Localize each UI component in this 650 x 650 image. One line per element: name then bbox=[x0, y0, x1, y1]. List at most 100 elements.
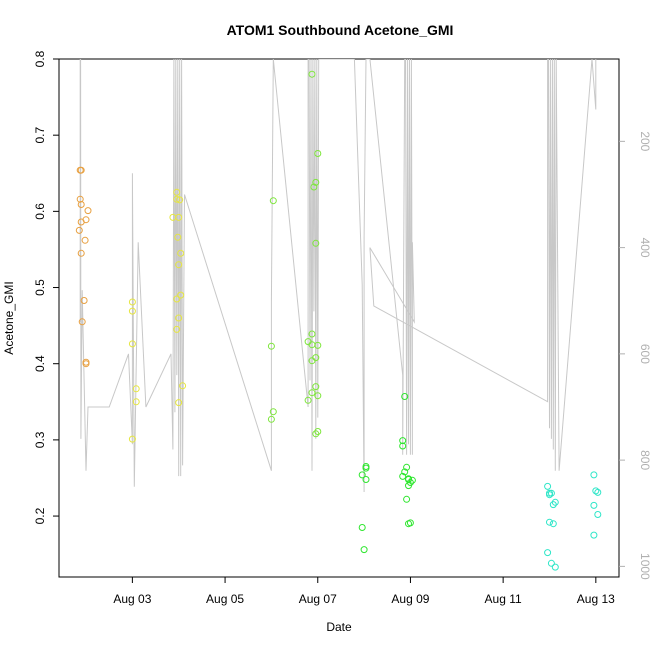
data-point-series-1 bbox=[75, 226, 83, 234]
data-point-series-5 bbox=[592, 487, 600, 495]
data-point-series-1 bbox=[76, 195, 84, 203]
data-point-series-3 bbox=[312, 383, 320, 391]
data-point-series-2 bbox=[173, 295, 181, 303]
data-point-series-3 bbox=[269, 197, 277, 205]
x-tick-label: Aug 03 bbox=[113, 592, 151, 606]
data-point-series-3 bbox=[267, 415, 275, 423]
data-point-series-1 bbox=[82, 360, 90, 368]
x-tick-label: Aug 09 bbox=[391, 592, 429, 606]
data-point-series-4 bbox=[405, 482, 412, 490]
data-point-series-5 bbox=[594, 488, 602, 496]
data-point-series-5 bbox=[546, 491, 553, 499]
data-point-series-5 bbox=[544, 482, 552, 490]
data-point-series-2 bbox=[173, 188, 181, 196]
points-layer bbox=[75, 70, 602, 571]
data-point-series-4 bbox=[358, 524, 366, 531]
axes-layer: 0.2 0.3 0.4 0.5 0.6 0.7 0.8 Aug 03 Aug 05 Aug 07 A… bbox=[33, 50, 650, 606]
data-point-series-2 bbox=[173, 195, 181, 203]
data-point-series-4 bbox=[401, 393, 409, 400]
y-tick-label: 0.5 bbox=[33, 279, 47, 296]
data-point-series-4 bbox=[405, 520, 412, 528]
data-point-series-2 bbox=[128, 307, 136, 315]
data-point-series-2 bbox=[179, 382, 187, 390]
data-point-series-2 bbox=[128, 298, 136, 306]
right-tick-label: 600 bbox=[638, 344, 650, 364]
data-point-series-4 bbox=[360, 546, 368, 554]
data-point-series-2 bbox=[128, 340, 136, 348]
data-point-series-1 bbox=[81, 236, 89, 244]
data-point-series-1 bbox=[77, 218, 85, 226]
data-point-series-3 bbox=[314, 428, 322, 435]
data-point-series-4 bbox=[362, 476, 370, 483]
altitude-layer bbox=[79, 59, 597, 493]
y-tick-label: 0.6 bbox=[33, 203, 47, 220]
data-point-series-2 bbox=[132, 398, 140, 406]
data-point-series-2 bbox=[128, 435, 136, 443]
data-point-series-3 bbox=[314, 150, 322, 157]
data-point-series-3 bbox=[269, 408, 277, 416]
data-point-series-3 bbox=[312, 178, 320, 186]
x-tick-label: Aug 05 bbox=[206, 592, 244, 606]
data-point-series-2 bbox=[175, 314, 183, 322]
data-point-series-1 bbox=[84, 207, 92, 215]
data-point-series-5 bbox=[544, 549, 552, 557]
data-point-series-4 bbox=[399, 472, 407, 480]
data-point-series-3 bbox=[312, 239, 320, 247]
data-point-series-3 bbox=[267, 342, 275, 350]
plot-frame bbox=[58, 58, 620, 578]
data-point-series-3 bbox=[308, 330, 316, 338]
y-tick-label: 0.4 bbox=[33, 355, 47, 372]
data-point-series-3 bbox=[314, 392, 322, 400]
data-point-series-1 bbox=[77, 249, 85, 257]
x-tick-label: Aug 11 bbox=[485, 592, 522, 606]
y-tick-label: 0.3 bbox=[33, 431, 47, 448]
data-point-series-3 bbox=[314, 341, 322, 349]
data-point-series-1 bbox=[78, 318, 86, 326]
altitude-line bbox=[79, 59, 597, 493]
chart-title: ATOM1 Southbound Acetone_GMI bbox=[227, 22, 454, 38]
data-point-series-5 bbox=[551, 498, 559, 506]
data-point-series-2 bbox=[177, 291, 185, 299]
right-tick-label: 800 bbox=[638, 450, 650, 470]
data-point-series-3 bbox=[310, 183, 318, 191]
data-point-series-4 bbox=[403, 495, 411, 503]
data-point-series-5 bbox=[594, 511, 602, 518]
data-point-series-3 bbox=[312, 430, 320, 438]
data-point-series-5 bbox=[549, 520, 557, 528]
x-tick-label: Aug 07 bbox=[299, 592, 337, 606]
data-point-series-5 bbox=[590, 531, 598, 539]
data-point-series-3 bbox=[308, 357, 316, 365]
data-point-series-2 bbox=[176, 196, 184, 204]
data-point-series-5 bbox=[590, 471, 598, 479]
data-point-series-2 bbox=[132, 385, 140, 393]
data-point-series-2 bbox=[173, 325, 181, 333]
data-point-series-1 bbox=[80, 297, 88, 304]
data-point-series-4 bbox=[408, 476, 416, 484]
data-point-series-5 bbox=[546, 518, 553, 526]
data-point-series-4 bbox=[362, 464, 370, 472]
data-point-series-2 bbox=[174, 233, 182, 241]
data-point-series-1 bbox=[77, 201, 85, 208]
data-point-series-4 bbox=[399, 437, 407, 445]
data-point-series-4 bbox=[399, 442, 407, 450]
right-tick-label: 200 bbox=[638, 131, 650, 151]
data-point-series-1 bbox=[77, 166, 85, 174]
x-tick-label: Aug 13 bbox=[577, 592, 615, 606]
right-tick-label: 400 bbox=[638, 238, 650, 258]
data-point-series-5 bbox=[547, 559, 555, 567]
data-point-series-3 bbox=[308, 389, 316, 397]
data-point-series-3 bbox=[304, 396, 312, 404]
data-point-series-4 bbox=[401, 468, 409, 476]
data-point-series-3 bbox=[308, 70, 316, 78]
data-point-series-5 bbox=[547, 489, 555, 497]
y-tick-label: 0.8 bbox=[33, 50, 47, 67]
data-point-series-2 bbox=[175, 213, 183, 221]
y-tick-label: 0.2 bbox=[33, 507, 47, 524]
data-point-series-4 bbox=[403, 463, 411, 471]
data-point-series-2 bbox=[175, 399, 183, 407]
data-point-series-5 bbox=[590, 501, 598, 509]
right-tick-label: 1000 bbox=[638, 553, 650, 580]
y-tick-label: 0.7 bbox=[33, 127, 47, 144]
y-axis-label: Acetone_GMI bbox=[2, 281, 16, 354]
